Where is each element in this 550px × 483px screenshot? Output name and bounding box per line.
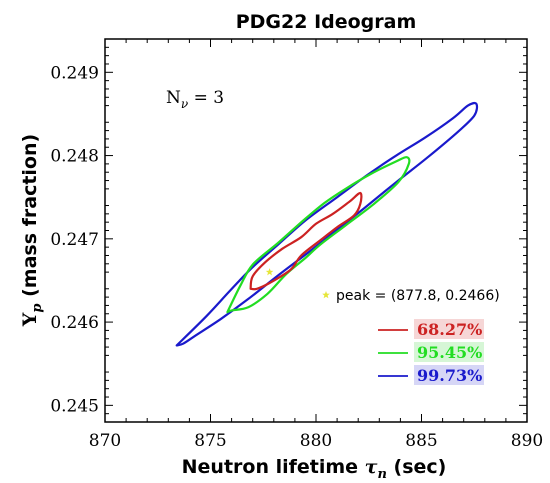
y-tick-label: 0.245 xyxy=(50,396,99,416)
legend-label: 99.73% xyxy=(417,366,482,385)
legend-label: 68.27% xyxy=(417,320,482,339)
legend-label-bg xyxy=(414,319,484,339)
x-axis-label: Neutron lifetime τn (sec) xyxy=(182,456,447,482)
x-tick-label: 885 xyxy=(405,431,437,451)
peak-label: peak = (877.8, 0.2466) xyxy=(336,288,500,304)
x-tick-label: 875 xyxy=(194,431,226,451)
y-tick-label: 0.248 xyxy=(50,147,99,167)
x-tick-label: 890 xyxy=(511,431,543,451)
x-tick-label: 870 xyxy=(89,431,121,451)
legend-label-bg xyxy=(414,365,484,385)
y-tick-label: 0.246 xyxy=(50,313,99,333)
legend-label-bg xyxy=(414,342,484,362)
legend-label: 95.45% xyxy=(417,343,482,362)
y-axis-label: Yp (mass fraction) xyxy=(19,134,45,327)
contour-9545-line xyxy=(226,156,411,314)
chart-title: PDG22 Ideogram xyxy=(236,11,417,33)
peak-legend-marker xyxy=(322,291,330,299)
y-tick-label: 0.247 xyxy=(50,230,99,250)
x-tick-label: 880 xyxy=(300,431,332,451)
peak-marker xyxy=(265,268,274,276)
neutrino-count-annotation: Nν = 3 xyxy=(166,88,224,111)
contour-9973-line xyxy=(175,102,479,347)
contour-6827-line xyxy=(249,191,363,291)
y-tick-label: 0.249 xyxy=(50,63,99,83)
plot-frame xyxy=(104,38,528,423)
